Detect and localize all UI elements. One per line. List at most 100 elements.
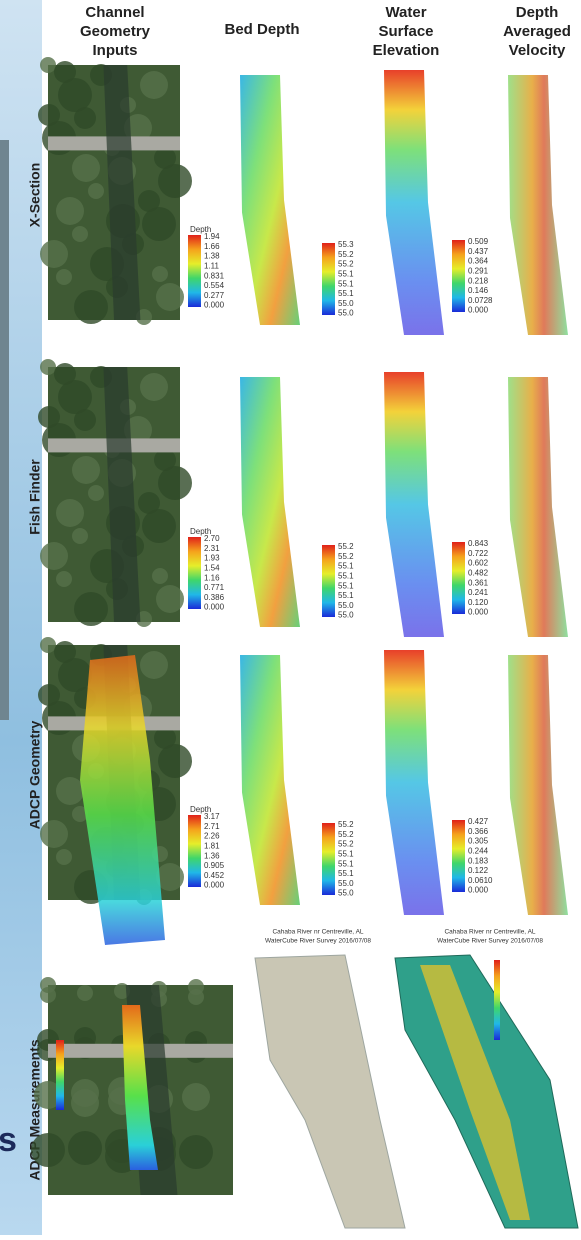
legend-tick-label: 0.305	[468, 837, 489, 846]
figure: s ChannelGeometryInputsBed DepthWaterSur…	[0, 0, 581, 1235]
legend-tick-label: 0.146	[468, 286, 489, 295]
legend-tick-label: 55.1	[338, 591, 354, 600]
legend-tick-label: 55.2	[338, 840, 354, 849]
legend-tick-label: 55.1	[338, 279, 354, 288]
legend-tick-label: 0.364	[468, 257, 489, 266]
tree-canopy	[140, 373, 168, 401]
legend-tick-label: 0.000	[204, 881, 225, 890]
tree-canopy	[140, 71, 168, 99]
legend-tick-label: 55.0	[338, 309, 354, 318]
colorbar	[188, 537, 201, 609]
legend-tick-label: 1.38	[204, 252, 220, 261]
column-header: Averaged	[503, 23, 571, 40]
row-label: Fish Finder	[27, 459, 43, 535]
row-label: ADCP Geometry	[27, 720, 43, 829]
tree-canopy	[40, 820, 68, 848]
legend-tick-label: 0.000	[204, 301, 225, 310]
legend-tick-label: 0.482	[468, 569, 489, 578]
column-header: Surface	[378, 23, 433, 40]
tree-canopy	[138, 492, 160, 514]
tree-canopy	[142, 207, 176, 241]
slide-image-edge	[0, 140, 9, 720]
legend-tick-label: 0.218	[468, 276, 489, 285]
tree-canopy	[38, 406, 60, 428]
legend-tick-label: 55.1	[338, 270, 354, 279]
tree-canopy	[182, 1083, 210, 1111]
legend-tick-label: 0.771	[204, 583, 225, 592]
legend-tick-label: 0.905	[204, 861, 225, 870]
column-header: Elevation	[373, 42, 440, 59]
legend-tick-label: 55.0	[338, 889, 354, 898]
legend-tick-label: 0.241	[468, 588, 489, 597]
colorbar	[188, 815, 201, 887]
tree-canopy	[40, 542, 68, 570]
tree-canopy	[56, 849, 72, 865]
tree-canopy	[40, 637, 56, 653]
column-header: Channel	[85, 4, 144, 21]
tree-canopy	[56, 197, 84, 225]
tree-canopy	[56, 499, 84, 527]
legend-tick-label: 1.16	[204, 573, 220, 582]
tree-canopy	[58, 78, 92, 112]
legend-tick-label: 0.722	[468, 549, 489, 558]
tree-canopy	[58, 658, 92, 692]
legend-tick-label: 0.120	[468, 598, 489, 607]
legend-tick-label: 55.1	[338, 859, 354, 868]
legend-tick-label: 55.2	[338, 260, 354, 269]
legend-tick-label: 2.71	[204, 822, 220, 831]
tree-canopy	[158, 466, 192, 500]
legend-tick-label: 0.000	[468, 886, 489, 895]
tree-canopy	[40, 57, 56, 73]
tree-canopy	[158, 744, 192, 778]
legend-tick-label: 0.244	[468, 847, 489, 856]
legend-tick-label: 0.437	[468, 247, 489, 256]
tree-canopy	[40, 240, 68, 268]
legend-tick-label: 1.54	[204, 564, 220, 573]
legend-tick-label: 55.0	[338, 879, 354, 888]
tree-canopy	[40, 987, 56, 1003]
legend-tick-label: 0.602	[468, 559, 489, 568]
map-caption: Cahaba River nr Centreville, AL	[444, 929, 535, 936]
tree-canopy	[56, 269, 72, 285]
tree-canopy	[74, 290, 108, 324]
legend-tick-label: 2.70	[204, 534, 220, 543]
legend-tick-label: 0.361	[468, 578, 489, 587]
legend-tick-label: 55.0	[338, 299, 354, 308]
legend-tick-label: 1.36	[204, 851, 220, 860]
legend-tick-label: 55.2	[338, 250, 354, 259]
tree-canopy	[38, 104, 60, 126]
legend-tick-label: 0.183	[468, 856, 489, 865]
legend-tick-label: 1.93	[204, 554, 220, 563]
legend-tick-label: 0.000	[468, 306, 489, 315]
legend-tick-label: 55.0	[338, 601, 354, 610]
legend-tick-label: 0.291	[468, 267, 489, 276]
tree-canopy	[188, 989, 204, 1005]
tree-canopy	[156, 283, 184, 311]
legend-tick-label: 55.2	[338, 552, 354, 561]
tree-canopy	[68, 1131, 102, 1165]
legend-tick-label: 0.843	[468, 539, 489, 548]
tree-canopy	[54, 61, 76, 83]
tree-canopy	[56, 571, 72, 587]
column-header: Bed Depth	[225, 21, 300, 38]
legend-tick-label: 0.000	[468, 608, 489, 617]
column-header: Geometry	[80, 23, 151, 40]
tree-canopy	[72, 226, 88, 242]
tree-canopy	[56, 777, 84, 805]
legend-tick-label: 55.2	[338, 830, 354, 839]
legend-tick-label: 0.366	[468, 827, 489, 836]
tree-canopy	[138, 190, 160, 212]
legend-tick-label: 0.509	[468, 237, 489, 246]
row-label: X-Section	[27, 163, 43, 228]
legend-tick-label: 0.0610	[468, 876, 493, 885]
legend-tick-label: 0.000	[204, 603, 225, 612]
colorbar	[188, 235, 201, 307]
tree-canopy	[54, 641, 76, 663]
column-header: Water	[385, 4, 426, 21]
tree-canopy	[88, 485, 104, 501]
legend-tick-label: 55.1	[338, 850, 354, 859]
legend-tick-label: 55.2	[338, 820, 354, 829]
tree-canopy	[71, 1089, 99, 1117]
legend-tick-label: 1.66	[204, 242, 220, 251]
legend-tick-label: 55.1	[338, 581, 354, 590]
